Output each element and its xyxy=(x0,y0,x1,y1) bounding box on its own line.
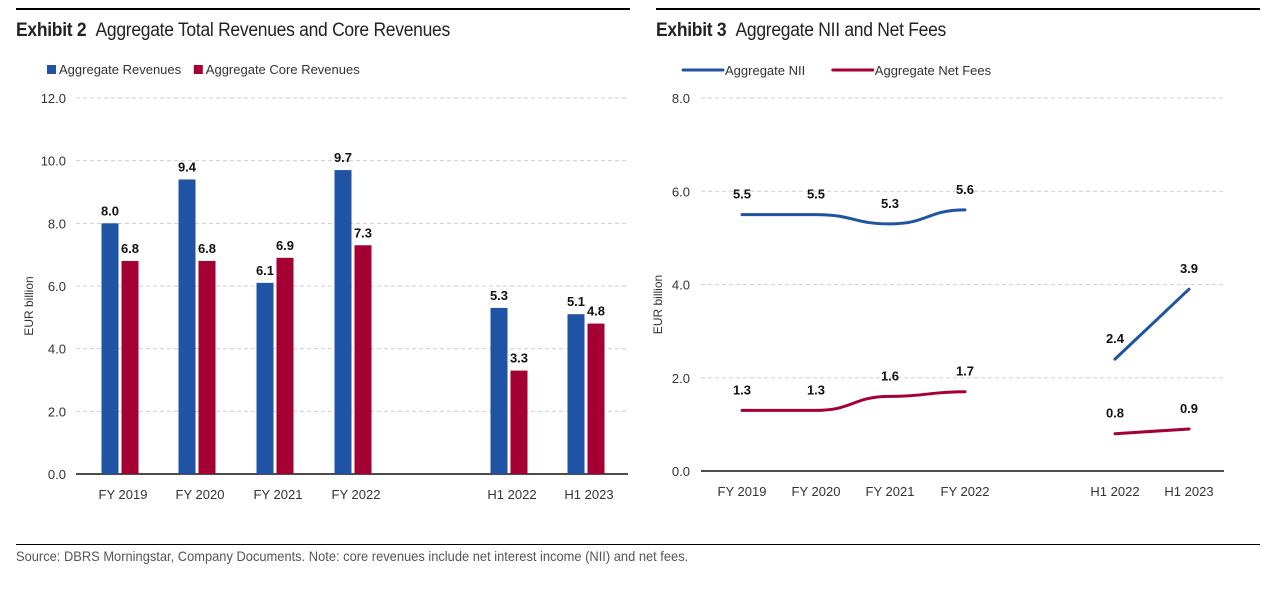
x-tick-label: FY 2022 xyxy=(941,484,990,499)
top-rule-right xyxy=(656,8,1260,10)
data-label: 9.4 xyxy=(178,159,197,174)
data-label: 6.9 xyxy=(276,238,294,253)
y-tick-label: 6.0 xyxy=(672,184,690,199)
data-label: 5.6 xyxy=(956,182,974,197)
exhibit-2-title: Exhibit 2 Aggregate Total Revenues and C… xyxy=(16,20,450,42)
data-label: 3.9 xyxy=(1180,261,1198,276)
bar xyxy=(256,282,274,474)
y-tick-label: 12.0 xyxy=(41,91,66,106)
exhibit-3-label: Exhibit 3 xyxy=(656,20,727,41)
x-tick-label: FY 2019 xyxy=(99,487,148,502)
legend-label: Aggregate NII xyxy=(725,63,805,78)
y-tick-label: 2.0 xyxy=(672,371,690,386)
x-tick-label: FY 2021 xyxy=(866,484,915,499)
x-tick-label: FY 2019 xyxy=(718,484,767,499)
bar xyxy=(567,314,585,474)
exhibit-2-label: Exhibit 2 xyxy=(16,20,87,41)
y-tick-label: 4.0 xyxy=(48,342,66,357)
series-line xyxy=(1113,287,1191,361)
x-tick-label: H1 2023 xyxy=(1164,484,1213,499)
bar xyxy=(354,245,372,474)
x-tick-label: H1 2022 xyxy=(1090,484,1139,499)
data-label: 6.8 xyxy=(198,241,216,256)
bar xyxy=(101,223,119,474)
x-tick-label: H1 2023 xyxy=(564,487,613,502)
legend-swatch xyxy=(193,65,203,74)
series-line xyxy=(740,390,967,412)
data-label: 1.3 xyxy=(807,382,825,397)
bar xyxy=(490,307,508,474)
data-label: 9.7 xyxy=(334,150,352,165)
bar xyxy=(121,260,139,474)
x-tick-label: FY 2020 xyxy=(176,487,225,502)
data-label: 5.5 xyxy=(733,187,751,202)
data-label: 1.7 xyxy=(956,364,974,379)
data-label: 1.3 xyxy=(733,382,751,397)
y-axis-label: EUR billion xyxy=(651,275,665,334)
x-tick-label: FY 2021 xyxy=(254,487,303,502)
legend-label: Aggregate Revenues xyxy=(59,62,182,77)
footer-rule xyxy=(16,544,1260,545)
data-label: 1.6 xyxy=(881,368,899,383)
data-label: 6.1 xyxy=(256,263,274,278)
data-label: 0.8 xyxy=(1106,406,1124,421)
legend-label: Aggregate Net Fees xyxy=(875,63,992,78)
legend-label: Aggregate Core Revenues xyxy=(206,62,360,77)
y-tick-label: 2.0 xyxy=(48,404,66,419)
bar xyxy=(587,323,605,474)
source-note: Source: DBRS Morningstar, Company Docume… xyxy=(16,548,689,564)
y-tick-label: 8.0 xyxy=(672,91,690,106)
data-label: 2.4 xyxy=(1106,331,1125,346)
x-tick-label: H1 2022 xyxy=(487,487,536,502)
y-tick-label: 6.0 xyxy=(48,279,66,294)
exhibit-3-title: Exhibit 3 Aggregate NII and Net Fees xyxy=(656,20,946,42)
y-tick-label: 4.0 xyxy=(672,278,690,293)
data-label: 8.0 xyxy=(101,203,119,218)
y-tick-label: 8.0 xyxy=(48,216,66,231)
data-label: 3.3 xyxy=(510,351,528,366)
bar xyxy=(178,179,196,474)
data-label: 5.1 xyxy=(567,294,585,309)
y-tick-label: 0.0 xyxy=(48,467,66,482)
data-label: 4.8 xyxy=(587,304,605,319)
bar xyxy=(276,257,294,474)
data-label: 5.5 xyxy=(807,187,825,202)
bar xyxy=(334,170,352,475)
series-line xyxy=(740,208,967,226)
y-tick-label: 10.0 xyxy=(41,154,66,169)
legend-swatch xyxy=(47,65,56,74)
x-tick-label: FY 2022 xyxy=(332,487,381,502)
y-axis-label: EUR billion xyxy=(22,276,36,335)
data-label: 7.3 xyxy=(354,225,372,240)
data-label: 5.3 xyxy=(881,196,899,211)
exhibit-2-title-text: Aggregate Total Revenues and Core Revenu… xyxy=(95,20,451,41)
series-line xyxy=(1113,427,1191,436)
bar xyxy=(198,260,216,474)
y-tick-label: 0.0 xyxy=(672,464,690,479)
top-rule-left xyxy=(16,8,630,10)
data-label: 0.9 xyxy=(1180,401,1198,416)
bar xyxy=(510,370,528,474)
data-label: 6.8 xyxy=(121,241,139,256)
data-label: 5.3 xyxy=(490,288,508,303)
exhibit-3-title-text: Aggregate NII and Net Fees xyxy=(735,20,947,41)
x-tick-label: FY 2020 xyxy=(792,484,841,499)
